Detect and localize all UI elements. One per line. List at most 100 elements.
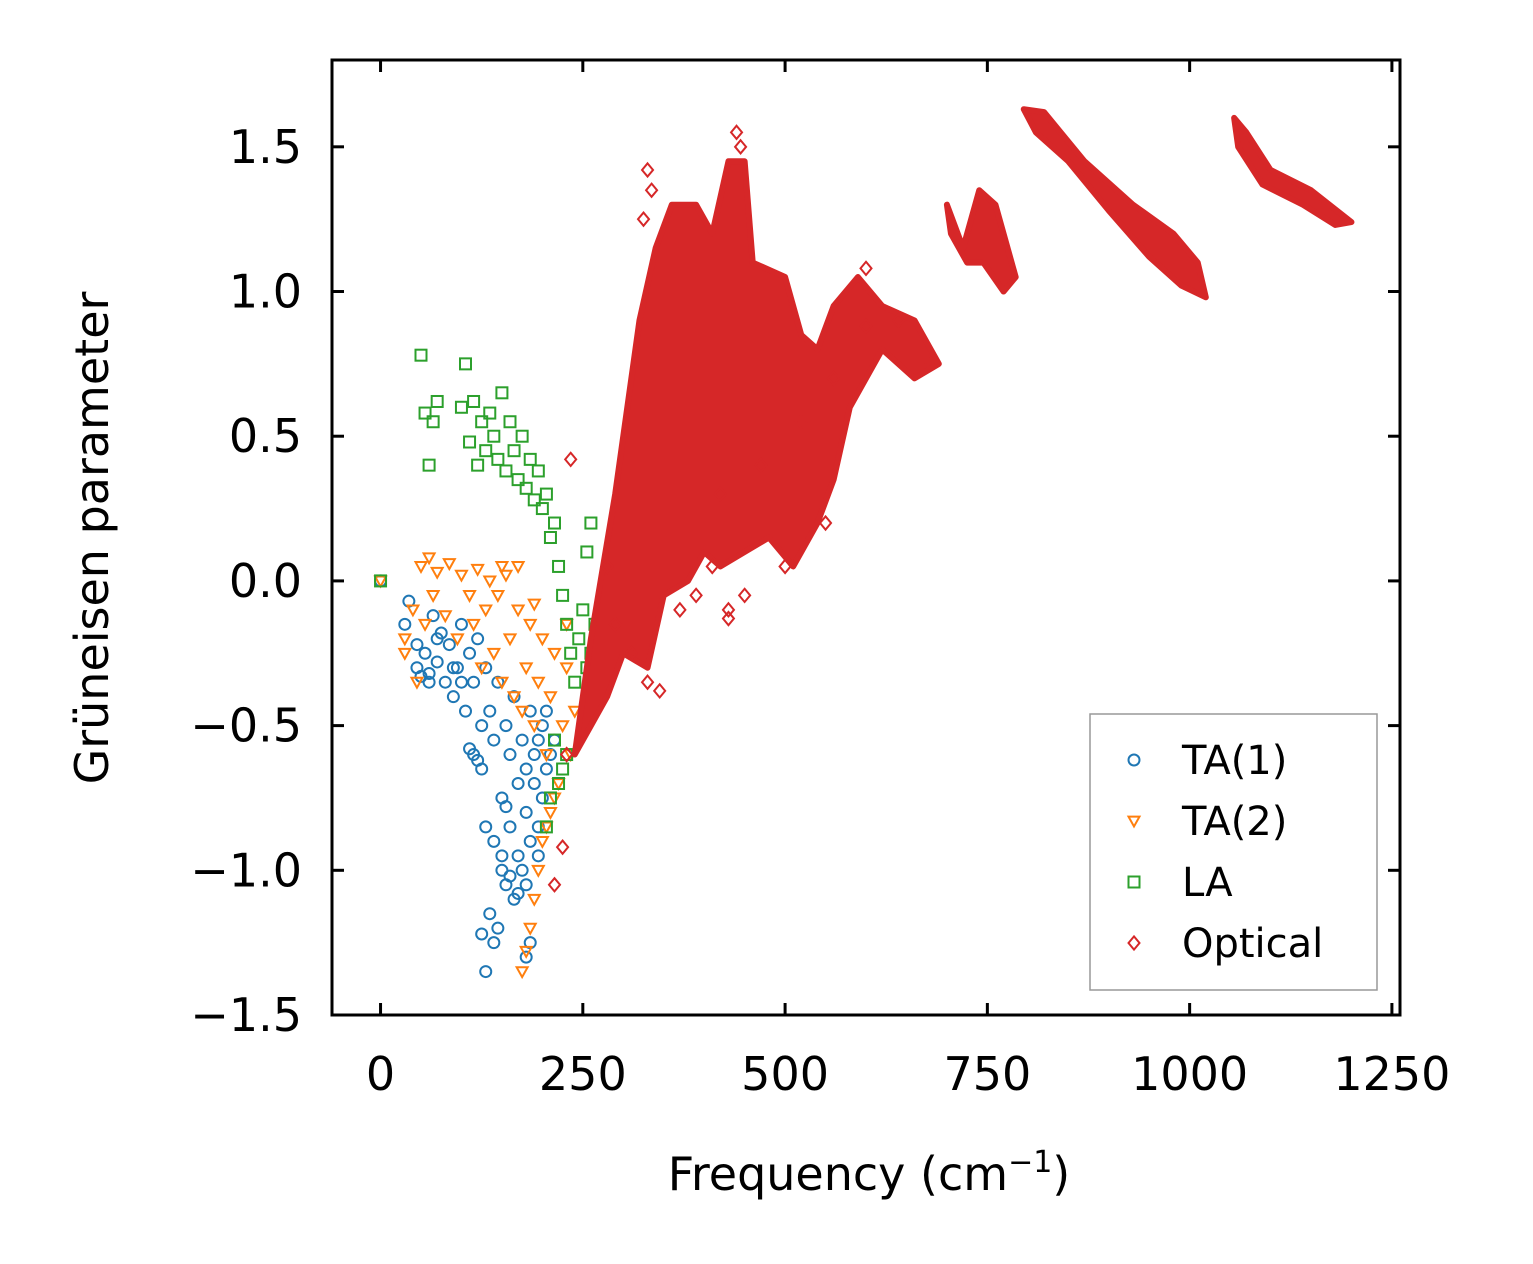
data-point [450, 633, 465, 647]
data-point [737, 587, 752, 604]
data-point [463, 742, 477, 756]
data-point [527, 776, 541, 790]
data-point [430, 632, 444, 646]
data-point [547, 647, 562, 661]
data-point [506, 691, 522, 705]
data-point [503, 748, 517, 762]
data-point [543, 791, 557, 805]
data-point [442, 558, 457, 572]
data-point [673, 601, 687, 619]
data-point [507, 444, 521, 458]
x-tick-label: 0 [366, 1047, 395, 1101]
data-point [515, 863, 529, 877]
y-tick-label: −0.5 [190, 699, 302, 753]
data-point [459, 357, 472, 371]
data-point [523, 834, 537, 848]
data-point [454, 617, 468, 631]
data-point [438, 675, 452, 689]
data-point [454, 675, 468, 689]
data-point [479, 444, 493, 458]
data-point [454, 569, 469, 583]
data-point [511, 776, 525, 790]
data-point [514, 966, 530, 980]
data-point [503, 869, 517, 883]
data-point [487, 733, 501, 747]
y-axis-label: Grüneisen parameter [65, 291, 119, 784]
data-point [446, 661, 460, 675]
data-point [640, 161, 655, 179]
data-point [826, 370, 841, 387]
data-point [523, 922, 538, 936]
x-axis-label: Frequency (cm−1) [668, 1145, 1071, 1201]
legend-marker [1127, 875, 1141, 889]
data-point [523, 618, 538, 632]
data-point [463, 435, 477, 449]
series-optical [547, 106, 1355, 893]
data-point [608, 616, 622, 633]
data-point [543, 531, 557, 544]
legend: TA(1) TA(2) LA Optical [1089, 713, 1378, 991]
data-point [778, 558, 792, 575]
x-axis-label-superscript: −1 [1008, 1145, 1052, 1180]
data-point [438, 610, 453, 624]
data-point [409, 676, 425, 690]
data-point [527, 720, 542, 734]
data-point [644, 182, 659, 199]
data-point [548, 516, 561, 530]
data-point [426, 609, 440, 623]
data-point [564, 646, 578, 660]
y-tick-label: 0.0 [229, 554, 302, 608]
data-point [410, 638, 424, 652]
data-point [515, 733, 529, 747]
data-point [498, 569, 514, 583]
data-point [510, 561, 526, 574]
data-point [640, 674, 655, 691]
data-point [705, 558, 720, 575]
legend-label: TA(2) [1181, 799, 1287, 845]
data-point [721, 610, 736, 627]
data-point [422, 458, 436, 472]
data-point [527, 598, 542, 612]
dense-region [1020, 106, 1209, 301]
data-point [721, 601, 736, 619]
data-point [559, 618, 574, 632]
data-point [568, 675, 582, 689]
data-point [417, 618, 433, 632]
data-point [514, 705, 530, 719]
data-point [482, 575, 497, 589]
legend-marker [1126, 815, 1142, 829]
data-point [475, 719, 489, 733]
data-point [552, 559, 566, 573]
data-point [559, 746, 574, 763]
data-point [490, 589, 506, 603]
data-point [494, 676, 510, 690]
data-point [519, 805, 533, 819]
data-point [487, 429, 501, 443]
data-point [511, 886, 525, 900]
data-point [539, 762, 553, 776]
data-point [491, 675, 505, 689]
data-point [535, 791, 549, 805]
data-point [794, 413, 809, 430]
data-point [483, 907, 497, 921]
data-point [563, 451, 578, 468]
data-point [450, 661, 464, 675]
data-point [539, 820, 553, 834]
data-point [547, 876, 562, 893]
data-point [374, 574, 388, 588]
data-point [467, 675, 481, 689]
data-point [527, 748, 541, 762]
data-point [502, 633, 518, 647]
data-point [494, 561, 510, 574]
axes: 0 250 500 750 1000 1250 −1.5 −1.0 −0.5 0.0 0.5 1.0 1… [190, 58, 1450, 1101]
x-tick-label: 750 [943, 1047, 1031, 1101]
data-point [518, 662, 534, 676]
x-axis-label-close: ) [1052, 1147, 1070, 1201]
data-point [531, 676, 546, 690]
data-point [499, 800, 513, 814]
data-point [470, 563, 485, 577]
data-point [475, 927, 489, 941]
data-point [491, 452, 505, 466]
data-point [511, 473, 525, 487]
data-point [397, 633, 413, 647]
